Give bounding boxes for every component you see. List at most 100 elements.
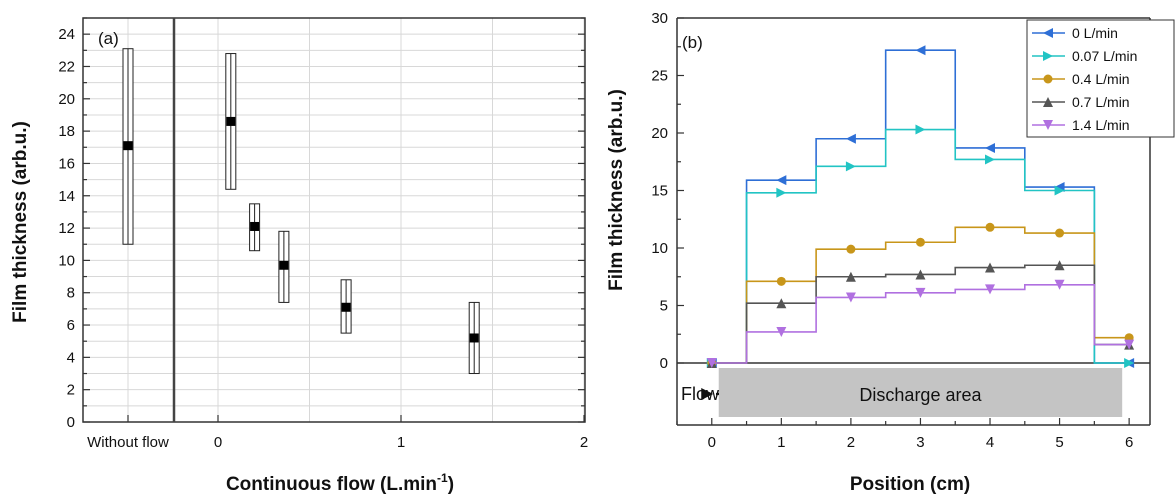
- b-data-point: [776, 187, 787, 198]
- a-x-tick-label: 0: [214, 434, 222, 451]
- panel-a-points: [122, 48, 480, 375]
- b-data-point: [1054, 260, 1065, 271]
- a-y-tick-label: 8: [67, 285, 75, 302]
- b-data-point: [985, 142, 996, 153]
- b-data-point: [846, 244, 856, 254]
- b-x-tick-label: 2: [847, 434, 855, 451]
- panel-b-legend: 0 L/min 0.07 L/min 0.4 L/min 0.7 L/min 1.4 L…: [1026, 19, 1175, 138]
- panel-a-x-axis-title: Continuous flow (L.min-1): [226, 471, 454, 495]
- b-data-point: [985, 262, 996, 273]
- b-data-point: [1124, 358, 1135, 368]
- legend-swatch-marker: [1043, 97, 1053, 107]
- legend-label: 0 L/min: [1072, 25, 1118, 41]
- b-x-tick-label: 4: [986, 434, 994, 451]
- b-data-point: [1054, 279, 1065, 290]
- legend-label: 0.7 L/min: [1072, 94, 1130, 110]
- a-y-tick-label: 20: [58, 91, 75, 108]
- b-data-point: [1124, 339, 1135, 350]
- legend-swatch-marker: [1043, 51, 1053, 61]
- a-x-tick-label: 1: [397, 434, 405, 451]
- a-y-tick-label: 18: [58, 123, 75, 140]
- b-data-point: [776, 175, 787, 186]
- panel-b-series: [706, 45, 1135, 368]
- a-x-tick-label: 2: [580, 434, 588, 451]
- b-data-point: [915, 269, 926, 280]
- panel-b-y-axis-title: Film thickness (arb.u.): [606, 89, 627, 291]
- b-x-tick-label: 5: [1055, 434, 1063, 451]
- a-data-point-marker: [279, 260, 289, 270]
- b-series-0-7-l-min: [706, 260, 1135, 368]
- discharge-area-label: Discharge area: [859, 385, 982, 405]
- a-data-point-marker: [226, 116, 236, 126]
- b-data-point: [985, 284, 996, 295]
- panel-a-frame: [82, 17, 586, 423]
- a-y-tick-label: 16: [58, 155, 75, 172]
- a-data-point-marker: [469, 333, 479, 343]
- b-data-point: [845, 161, 856, 172]
- a-reference-point-marker: [123, 141, 133, 151]
- a-y-tick-label: 10: [58, 252, 75, 269]
- b-data-point: [776, 326, 787, 337]
- b-y-tick-label: 15: [651, 183, 668, 200]
- b-y-tick-label: 20: [651, 125, 668, 142]
- a-y-tick-label: 6: [67, 317, 75, 334]
- a-y-tick-label: 2: [67, 382, 75, 399]
- b-x-tick-label: 3: [916, 434, 924, 451]
- b-data-point: [1054, 185, 1065, 196]
- b-y-tick-label: 0: [660, 355, 668, 372]
- b-data-point: [845, 271, 856, 282]
- discharge-area-block: [718, 368, 1123, 417]
- b-data-point: [915, 237, 925, 247]
- a-y-tick-label: 24: [58, 26, 75, 43]
- b-data-point: [706, 358, 717, 368]
- discharge-area: Discharge area Flow: [681, 368, 1123, 417]
- a-y-tick-label: 4: [67, 349, 75, 366]
- panel-a-x-axis-title-superscript: -1: [437, 471, 448, 485]
- flow-arrow-head: [701, 388, 714, 400]
- panel-a-x-axis-title-close: ): [448, 474, 454, 495]
- panel-a-label: (a): [98, 29, 119, 48]
- a-y-tick-label: 14: [58, 188, 75, 205]
- b-data-point: [776, 298, 787, 309]
- b-data-point: [1055, 228, 1065, 238]
- b-data-point: [985, 222, 995, 232]
- a-y-tick-label: 0: [67, 414, 75, 431]
- b-x-tick-label: 1: [777, 434, 785, 451]
- legend-swatch-marker: [1043, 28, 1053, 38]
- b-y-tick-label: 10: [651, 240, 668, 257]
- b-data-point: [915, 124, 926, 135]
- panel-a-x-axis-title-main: Continuous flow (L.min: [226, 474, 437, 495]
- legend-swatch-marker: [1043, 120, 1053, 130]
- b-data-point: [845, 133, 856, 144]
- b-data-point: [776, 276, 786, 286]
- a-data-point-marker: [341, 302, 351, 312]
- b-data-point: [985, 154, 996, 165]
- b-x-tick-label: 0: [708, 434, 716, 451]
- b-series-0-4-l-min: [707, 222, 1134, 368]
- legend-label: 0.07 L/min: [1072, 48, 1137, 64]
- panel-b-frame: [676, 17, 1151, 426]
- a-x-tick-label-without-flow: Without flow: [87, 434, 169, 451]
- panel-b-chart: 0 5 10 15 20 25 30 0 1 2 3 4 5 6 0 L/min 0.07 L/min 0.4…: [606, 10, 1175, 495]
- panel-a-grid: [83, 18, 585, 422]
- legend-label: 1.4 L/min: [1072, 117, 1130, 133]
- a-y-tick-label: 22: [58, 58, 75, 75]
- b-data-point: [915, 45, 926, 56]
- legend-swatch-marker: [1043, 74, 1053, 84]
- legend-label: 0.4 L/min: [1072, 71, 1130, 87]
- b-y-tick-label: 5: [660, 298, 668, 315]
- b-data-point: [845, 292, 856, 303]
- b-y-tick-label: 25: [651, 68, 668, 85]
- panel-b-ticks: 0 5 10 15 20 25 30 0 1 2 3 4 5 6: [651, 10, 1133, 451]
- a-data-point-marker: [250, 221, 260, 231]
- panel-b-label: (b): [682, 33, 703, 52]
- b-data-point: [915, 287, 926, 298]
- b-series-1-4-l-min: [706, 279, 1135, 368]
- b-x-tick-label: 6: [1125, 434, 1133, 451]
- b-series-line: [711, 264, 1130, 364]
- a-y-tick-label: 12: [58, 220, 75, 237]
- panel-b-x-axis-title: Position (cm): [850, 474, 970, 495]
- flow-label: Flow: [681, 384, 720, 404]
